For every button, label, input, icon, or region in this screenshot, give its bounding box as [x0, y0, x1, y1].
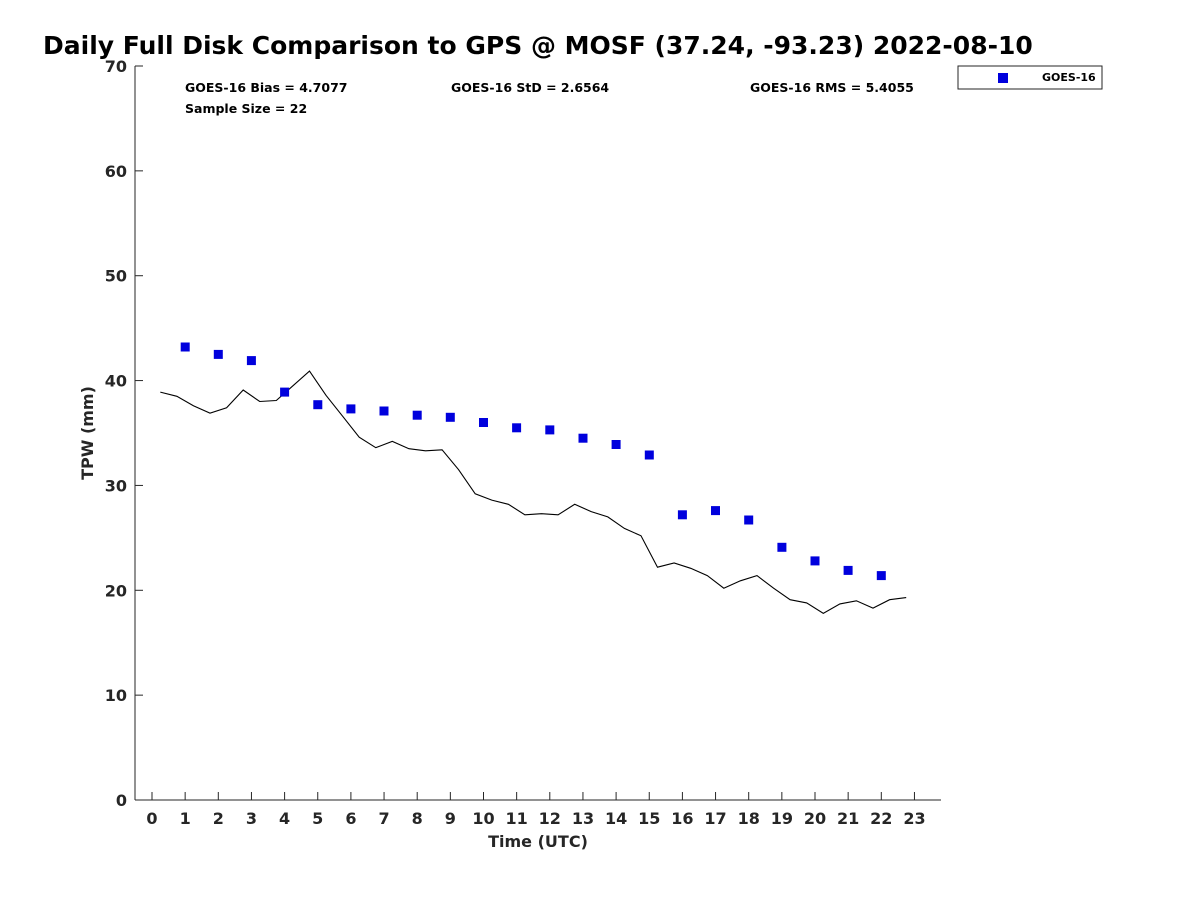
goes-16-point	[843, 565, 853, 575]
y-tick-label: 10	[105, 686, 127, 705]
goes-16-point	[180, 342, 190, 352]
goes-16-point	[379, 406, 389, 416]
x-tick-label: 5	[312, 809, 323, 828]
sample-size-annotation: Sample Size = 22	[185, 101, 307, 116]
bias-annotation: GOES-16 Bias = 4.7077	[185, 80, 347, 95]
y-tick-label: 60	[105, 162, 127, 181]
goes-16-point	[711, 506, 720, 516]
goes-16-point	[876, 571, 886, 581]
legend: GOES-16	[957, 65, 1103, 90]
goes-16-point	[677, 510, 687, 520]
x-tick-label: 20	[804, 809, 826, 828]
y-ticks: 0 10 20 30 40 50 60 70	[105, 57, 143, 810]
x-axis-label: Time (UTC)	[488, 832, 588, 851]
legend-box	[957, 65, 1103, 90]
y-axis-label: TPW (mm)	[78, 386, 97, 480]
y-tick-label: 20	[105, 581, 127, 600]
y-tick-label: 30	[105, 476, 127, 495]
x-tick-label: 15	[638, 809, 660, 828]
x-tick-label: 1	[180, 809, 191, 828]
y-tick-label: 0	[116, 791, 127, 810]
goes-16-point	[777, 542, 787, 552]
gps-line	[160, 370, 907, 615]
goes-16-point	[346, 404, 356, 414]
goes-16-point	[512, 423, 522, 433]
x-tick-label: 23	[903, 809, 925, 828]
goes-16-point	[545, 425, 555, 435]
x-tick-label: 22	[870, 809, 892, 828]
x-tick-label: 17	[704, 809, 726, 828]
x-ticks: 0 1 2 3 4 5 6 7 8 9 10 11 12 13 14 15 16 17 18 19 20 21 22 23	[146, 792, 926, 828]
gps-series	[160, 370, 907, 615]
y-tick-label: 70	[105, 57, 127, 76]
std-annotation: GOES-16 StD = 2.6564	[451, 80, 609, 95]
goes-16-point	[810, 556, 820, 566]
x-tick-label: 2	[213, 809, 224, 828]
x-tick-label: 11	[506, 809, 528, 828]
x-tick-label: 12	[539, 809, 561, 828]
rms-annotation: GOES-16 RMS = 5.4055	[750, 80, 914, 95]
goes-16-point	[280, 387, 290, 397]
stats-annotations: GOES-16 Bias = 4.7077 GOES-16 StD = 2.65…	[185, 80, 914, 116]
goes-16-point	[445, 412, 455, 422]
chart-title: Daily Full Disk Comparison to GPS @ MOSF…	[43, 31, 1033, 60]
plot-axes	[134, 66, 941, 801]
legend-marker-goes-16	[998, 73, 1008, 83]
goes-16-point	[213, 349, 223, 359]
y-tick-label: 40	[105, 372, 127, 391]
x-tick-label: 3	[246, 809, 257, 828]
goes-16-point	[412, 410, 422, 420]
goes-16-point	[611, 440, 621, 449]
x-tick-label: 19	[771, 809, 793, 828]
x-tick-label: 21	[837, 809, 859, 828]
x-tick-label: 7	[378, 809, 389, 828]
x-tick-label: 9	[445, 809, 456, 828]
x-tick-label: 0	[146, 809, 157, 828]
x-tick-label: 13	[572, 809, 594, 828]
goes-16-point	[246, 356, 256, 366]
x-tick-label: 14	[605, 809, 627, 828]
x-tick-label: 16	[671, 809, 693, 828]
goes-16-point	[578, 433, 588, 443]
x-tick-label: 8	[412, 809, 423, 828]
x-tick-label: 10	[472, 809, 494, 828]
y-tick-label: 50	[105, 267, 127, 286]
legend-label-goes-16: GOES-16	[1042, 71, 1096, 84]
goes-16-point	[479, 418, 488, 427]
goes-16-series	[180, 342, 886, 581]
x-tick-label: 6	[345, 809, 356, 828]
goes-16-point	[313, 400, 323, 410]
goes-16-point	[744, 515, 754, 525]
x-tick-label: 18	[738, 809, 760, 828]
x-tick-label: 4	[279, 809, 290, 828]
goes-16-point	[644, 450, 654, 460]
